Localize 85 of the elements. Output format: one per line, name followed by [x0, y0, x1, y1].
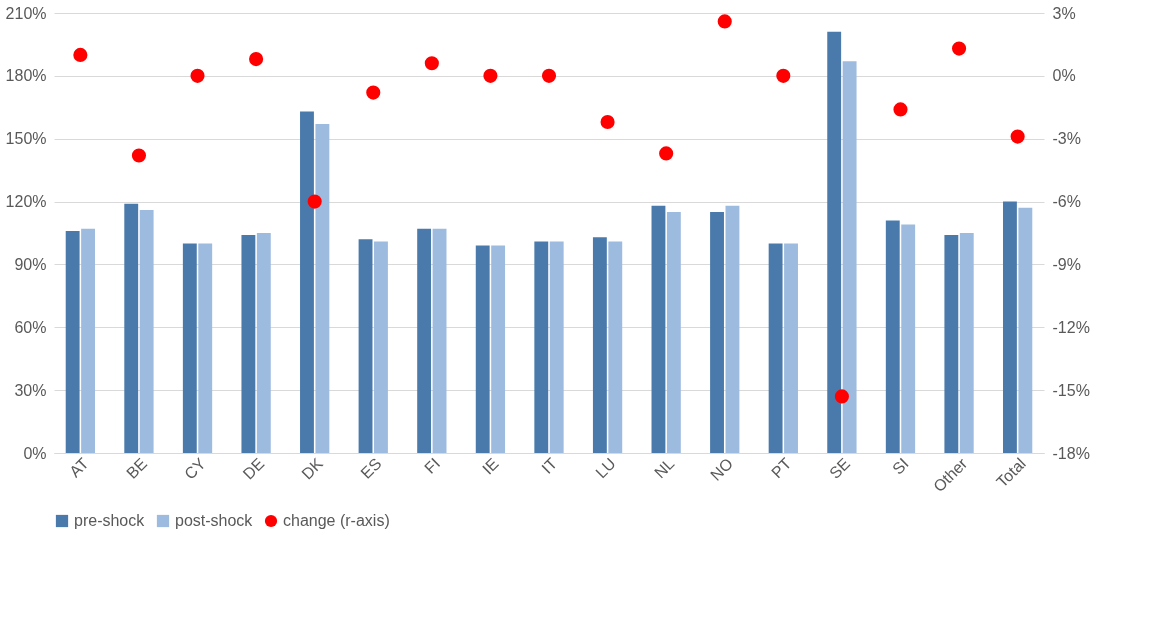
y-tick-label: 210% — [5, 4, 47, 22]
x-tick-label: ES — [357, 454, 385, 482]
point — [131, 148, 147, 163]
y-tick-label: 150% — [5, 130, 47, 148]
bar — [198, 243, 213, 453]
bar — [666, 212, 681, 453]
bar — [1002, 201, 1017, 453]
point — [717, 14, 732, 29]
bar — [608, 241, 623, 453]
x-tick-label: LU — [592, 454, 619, 482]
point — [73, 47, 88, 62]
point — [1010, 129, 1025, 144]
point — [190, 68, 205, 83]
point — [659, 146, 674, 161]
bar — [901, 224, 916, 453]
bar — [417, 228, 432, 453]
bar — [65, 230, 80, 453]
x-tick-label: NO — [707, 454, 737, 484]
bar — [432, 228, 447, 453]
bar — [710, 212, 724, 453]
y-tick-label: 90% — [14, 255, 47, 273]
y-tick-label: 0% — [23, 444, 47, 462]
point — [249, 52, 264, 67]
y-tick-label: 60% — [14, 318, 47, 336]
bar — [827, 31, 842, 453]
x-tick-label: FI — [421, 454, 444, 477]
y2-tick-label: -18% — [1052, 444, 1090, 462]
bar — [374, 241, 388, 453]
bar — [651, 205, 666, 453]
point — [893, 102, 908, 117]
y-tick-label: 120% — [5, 193, 47, 211]
bar — [241, 235, 256, 453]
bar — [959, 233, 974, 453]
point — [366, 85, 381, 100]
point — [776, 68, 791, 83]
legend-label: change (r-axis) — [283, 512, 390, 529]
x-tick-label: CY — [181, 454, 210, 483]
bar — [725, 205, 740, 453]
y2-tick-label: -15% — [1052, 381, 1090, 399]
bar — [81, 228, 96, 453]
x-tick-label: SI — [889, 454, 912, 478]
bar — [139, 209, 154, 453]
y2-tick-label: -6% — [1052, 193, 1081, 211]
x-tick-label: IE — [479, 454, 502, 478]
bar — [784, 243, 798, 453]
x-tick-label: IT — [538, 454, 561, 477]
y2-tick-label: -9% — [1052, 255, 1081, 273]
y2-tick-label: 0% — [1052, 67, 1076, 85]
y2-tick-label: -12% — [1052, 318, 1090, 336]
x-tick-label: PT — [768, 454, 795, 482]
point — [834, 389, 849, 404]
x-tick-label: DK — [298, 454, 327, 483]
bar — [300, 111, 314, 453]
x-tick-label: SE — [826, 454, 854, 482]
bar — [358, 239, 373, 453]
point — [483, 68, 498, 83]
bar — [534, 241, 549, 453]
bar — [1018, 207, 1033, 453]
x-tick-label: BE — [123, 454, 151, 482]
bar — [885, 220, 900, 453]
y-tick-label: 30% — [14, 381, 47, 399]
legend-label: pre-shock — [74, 512, 146, 529]
x-tick-label: DE — [239, 454, 268, 483]
point — [600, 114, 615, 130]
bar — [491, 245, 506, 453]
x-tick-label: NL — [650, 454, 678, 482]
legend-label: post-shock — [175, 512, 254, 529]
bar — [842, 61, 857, 453]
bar — [549, 241, 564, 453]
y2-tick-label: 3% — [1052, 4, 1076, 22]
point — [307, 194, 322, 209]
bar — [592, 237, 607, 453]
y2-tick-label: -3% — [1052, 130, 1081, 148]
bar — [315, 124, 330, 453]
bar — [944, 235, 959, 453]
bar — [475, 245, 490, 453]
bar — [768, 243, 783, 453]
point — [541, 68, 557, 83]
y-tick-label: 180% — [5, 67, 47, 85]
point — [424, 56, 439, 71]
point — [951, 41, 967, 56]
bar — [124, 203, 139, 453]
bar — [256, 233, 271, 453]
x-tick-label: AT — [66, 454, 92, 481]
bar — [182, 243, 197, 453]
